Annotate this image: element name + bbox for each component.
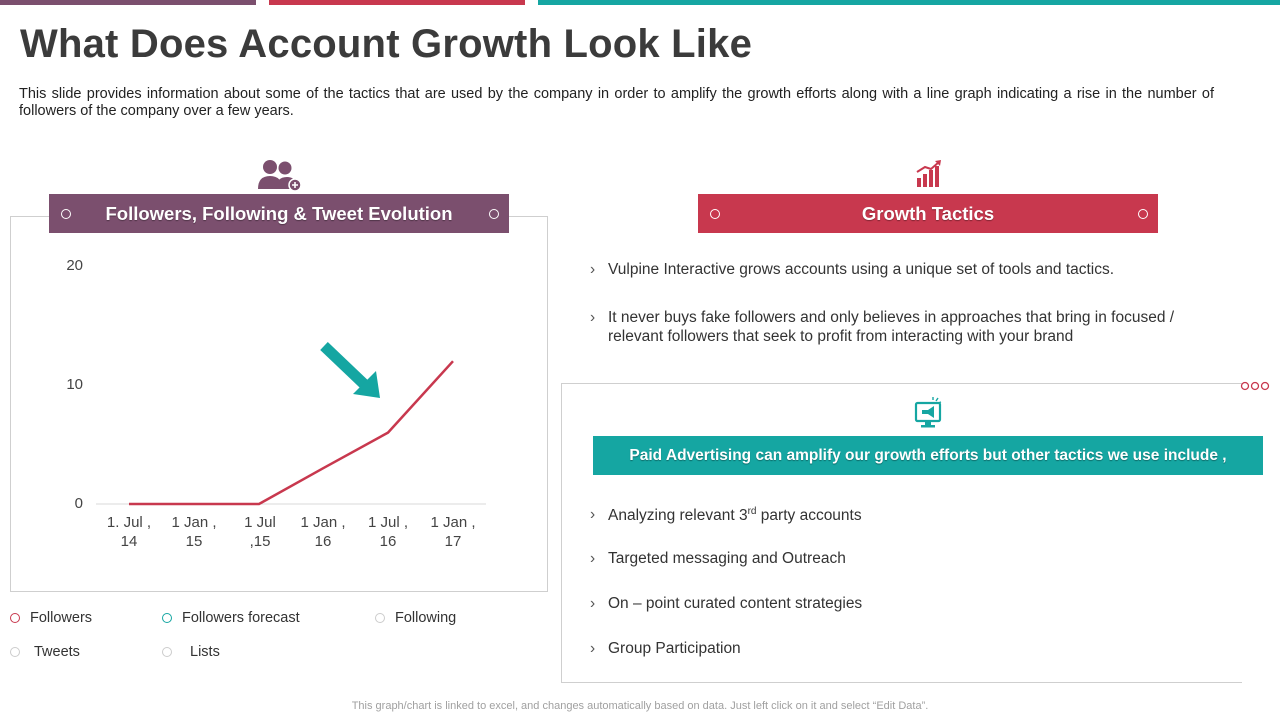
paid-advertising-header: Paid Advertising can amplify our growth … [593,436,1263,475]
paid-bullet-4: › Group Participation [590,640,741,657]
legend-lists[interactable]: Lists [162,644,220,660]
legend-dot-lists [162,647,172,657]
x-tick-3: 1 Jan , 16 [300,514,346,550]
header-ring-right [1138,208,1148,219]
legend-followers-forecast[interactable]: Followers forecast [162,610,300,626]
x-tick-2: 1 Jul ,15 [244,514,276,550]
x-tick-0: 1. Jul , 14 [106,514,152,550]
top-bar-left [0,0,256,5]
paid-bullet-2: › Targeted messaging and Outreach [590,550,846,567]
bar-chart-growth-icon [915,160,943,188]
growth-bullet-2: › It never buys fake followers and only b… [590,309,1175,345]
header-ring-right [489,208,499,219]
line-chart[interactable] [0,0,560,600]
growth-bullet-1: › Vulpine Interactive grows accounts usin… [590,261,1115,278]
y-tick-20: 20 [66,257,83,274]
legend-tweets[interactable]: Tweets [10,644,80,660]
legend-followers[interactable]: Followers [10,610,92,626]
paid-panel [561,383,1242,683]
y-tick-10: 10 [66,376,83,393]
paid-advertising-header-label: Paid Advertising can amplify our growth … [629,446,1227,464]
header-ring-left [61,208,71,219]
legend-dot-following [375,613,385,623]
paid-bullet-3: › On – point curated content strategies [590,595,863,612]
growth-tactics-header: Growth Tactics [698,194,1158,233]
chart-panel-header-label: Followers, Following & Tweet Evolution [105,202,453,224]
growth-tactics-header-label: Growth Tactics [861,202,995,224]
legend-dot-tweets [10,647,20,657]
x-tick-1: 1 Jan , 15 [171,514,217,550]
legend-dot-followers [10,613,20,623]
page-title: What Does Account Growth Look Like [20,22,753,66]
x-tick-5: 1 Jan , 17 [430,514,476,550]
y-tick-0: 0 [74,495,83,512]
x-tick-4: 1 Jul , 16 [367,514,409,550]
arrow-annotation-icon [320,342,380,398]
megaphone-monitor-icon [914,397,942,429]
slide-description: This slide provides information about so… [19,86,1214,119]
followers-series-line [129,360,454,506]
users-icon [257,158,303,192]
top-bar-right [538,0,1280,5]
paid-bullet-1: › Analyzing relevant 3rd party accounts [590,506,862,525]
chart-panel-header: Followers, Following & Tweet Evolution [49,194,509,233]
footnote: This graph/chart is linked to excel, and… [351,700,929,712]
legend-dot-followers-forecast [162,613,172,623]
top-bar-middle [269,0,525,5]
header-ring-left [710,208,720,219]
paid-panel-ornament [1240,378,1276,391]
legend-following[interactable]: Following [375,610,456,626]
